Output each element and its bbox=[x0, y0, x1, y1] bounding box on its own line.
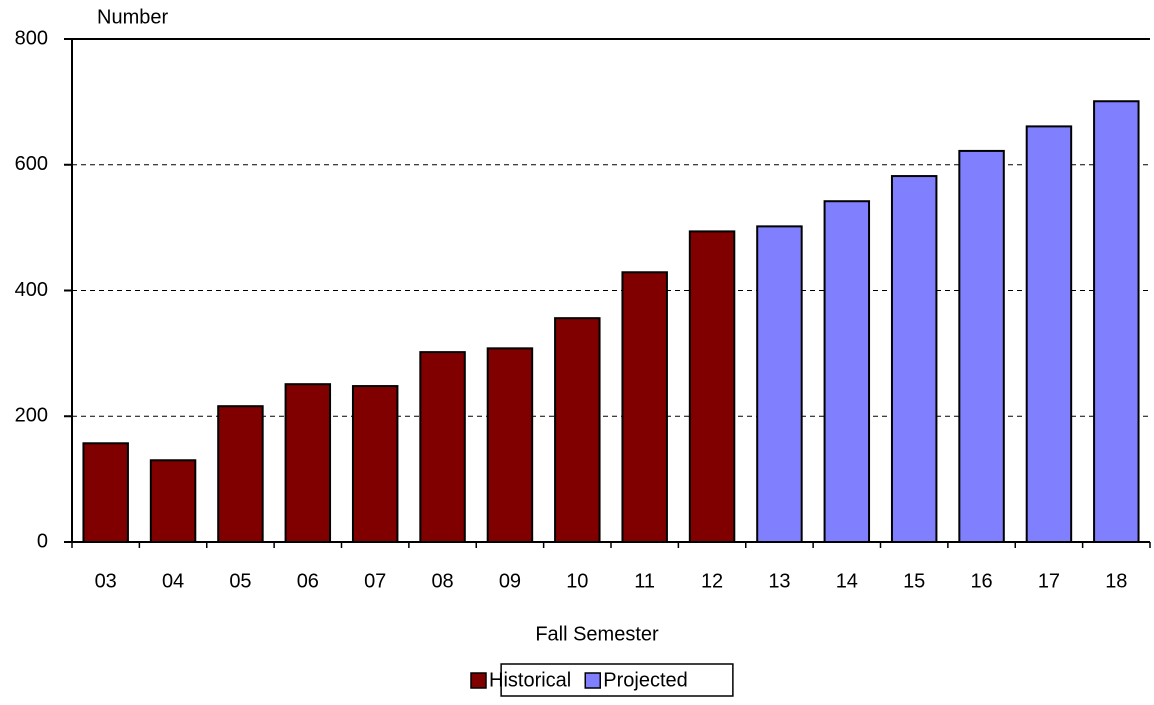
x-tick-label: 07 bbox=[364, 570, 386, 592]
y-tick-label: 0 bbox=[37, 530, 48, 552]
y-tick-label: 600 bbox=[15, 153, 48, 175]
y-tick-label: 200 bbox=[15, 405, 48, 427]
legend-box bbox=[500, 663, 734, 697]
x-tick-label: 12 bbox=[701, 570, 723, 592]
bar bbox=[486, 347, 534, 543]
bar bbox=[351, 385, 399, 543]
x-tick-label: 09 bbox=[499, 570, 521, 592]
x-tick-label: 03 bbox=[95, 570, 117, 592]
x-tick-label: 13 bbox=[768, 570, 790, 592]
bar bbox=[217, 405, 264, 543]
bar bbox=[284, 383, 332, 543]
bar bbox=[1025, 125, 1073, 544]
bar bbox=[149, 459, 197, 544]
y-axis-label: Number bbox=[97, 6, 168, 28]
x-tick-label: 04 bbox=[162, 570, 184, 592]
bar bbox=[554, 317, 601, 544]
y-tick-label: 400 bbox=[15, 279, 48, 301]
bar bbox=[823, 200, 871, 543]
bar bbox=[621, 271, 668, 543]
bar bbox=[890, 175, 938, 543]
y-tick-label: 800 bbox=[15, 27, 48, 49]
bar bbox=[958, 149, 1005, 543]
x-tick-label: 16 bbox=[970, 570, 992, 592]
bar bbox=[82, 442, 129, 544]
x-tick-label: 11 bbox=[634, 570, 655, 592]
bar bbox=[756, 225, 803, 543]
legend-label: Historical bbox=[489, 669, 571, 691]
bar bbox=[1093, 100, 1140, 543]
legend-label: Projected bbox=[603, 669, 688, 691]
legend-swatch bbox=[584, 672, 601, 689]
x-tick-label: 15 bbox=[903, 570, 925, 592]
x-tick-label: 08 bbox=[431, 570, 453, 592]
x-tick-label: 17 bbox=[1038, 570, 1060, 592]
legend-swatch bbox=[470, 672, 487, 689]
x-tick-label: 10 bbox=[566, 570, 588, 592]
bar bbox=[688, 230, 736, 544]
x-tick-label: 05 bbox=[229, 570, 251, 592]
x-axis-label: Fall Semester bbox=[535, 623, 659, 645]
x-tick-label: 14 bbox=[836, 570, 858, 592]
x-tick-label: 06 bbox=[297, 570, 319, 592]
x-tick-label: 18 bbox=[1105, 570, 1127, 592]
bar bbox=[419, 351, 466, 543]
